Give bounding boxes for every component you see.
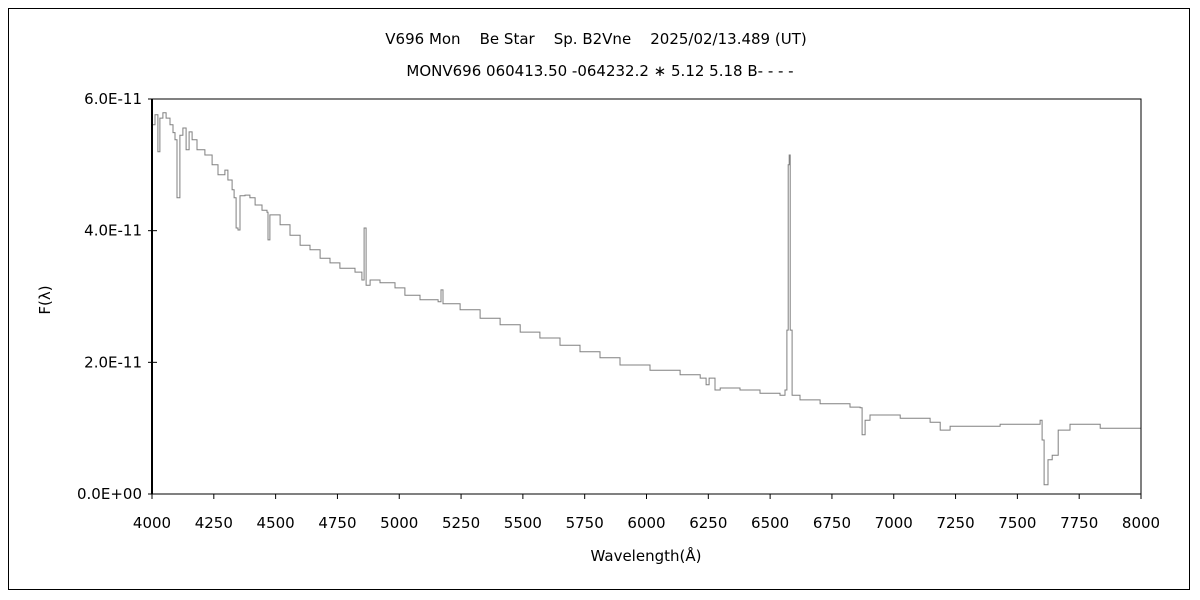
x-tick-label: 6000 — [627, 514, 665, 532]
chart-subtitle: MONV696 060413.50 -064232.2 ∗ 5.12 5.18 … — [406, 62, 793, 80]
x-tick-label: 7000 — [875, 514, 913, 532]
y-tick-label: 6.0E-11 — [84, 90, 142, 108]
x-tick-label: 6500 — [751, 514, 789, 532]
x-tick-label: 6750 — [813, 514, 851, 532]
y-tick-label: 2.0E-11 — [84, 353, 142, 371]
y-tick-label: 0.0E+00 — [77, 485, 142, 503]
x-tick-label: 5250 — [442, 514, 480, 532]
y-axis-label: F(λ) — [36, 285, 54, 314]
x-tick-label: 4750 — [318, 514, 356, 532]
x-tick-label: 4250 — [195, 514, 233, 532]
x-tick-label: 7500 — [998, 514, 1036, 532]
spectrum-line — [152, 112, 1142, 486]
x-tick-label: 8000 — [1122, 514, 1160, 532]
x-tick-label: 4500 — [257, 514, 295, 532]
chart-title: V696 Mon Be Star Sp. B2Vne 2025/02/13.48… — [385, 30, 806, 48]
x-tick-label: 5500 — [504, 514, 542, 532]
y-tick-label: 4.0E-11 — [84, 222, 142, 240]
x-tick-label: 7750 — [1060, 514, 1098, 532]
x-tick-label: 4000 — [133, 514, 171, 532]
chart-frame — [8, 8, 1190, 590]
x-axis-label: Wavelength(Å) — [591, 546, 702, 565]
x-tick-label: 7250 — [936, 514, 974, 532]
x-tick-label: 5750 — [566, 514, 604, 532]
x-tick-label: 5000 — [380, 514, 418, 532]
x-tick-label: 6250 — [689, 514, 727, 532]
plot-area — [151, 98, 1142, 495]
